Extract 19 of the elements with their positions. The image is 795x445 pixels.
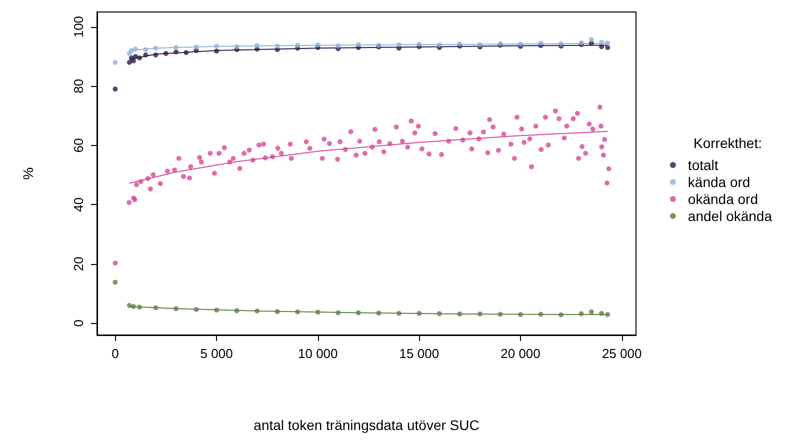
legend-label: kända ord — [688, 174, 750, 190]
legend-label: okända ord — [688, 191, 758, 207]
x-tick-label: 0 — [112, 346, 119, 361]
legend-label: totalt — [688, 157, 718, 173]
y-tick-label: 80 — [71, 78, 86, 94]
x-tick-label: 20 000 — [500, 346, 540, 361]
y-tick-label: 100 — [71, 16, 86, 38]
y-axis-title: % — [20, 167, 36, 180]
legend-title: Korrekthet: — [694, 135, 762, 151]
y-tick-label: 20 — [71, 256, 86, 272]
legend-label: andel okända — [688, 208, 772, 224]
y-tick-label: 40 — [71, 197, 86, 212]
y-tick-label: 60 — [71, 138, 86, 153]
x-tick-label: 15 000 — [399, 346, 440, 361]
x-tick-label: 25 000 — [602, 346, 642, 361]
x-tick-label: 10 000 — [298, 346, 338, 361]
x-axis-title: antal token träningsdata utöver SUC — [254, 417, 480, 433]
y-tick-label: 0 — [71, 320, 86, 327]
x-tick-label: 5 000 — [200, 346, 233, 361]
